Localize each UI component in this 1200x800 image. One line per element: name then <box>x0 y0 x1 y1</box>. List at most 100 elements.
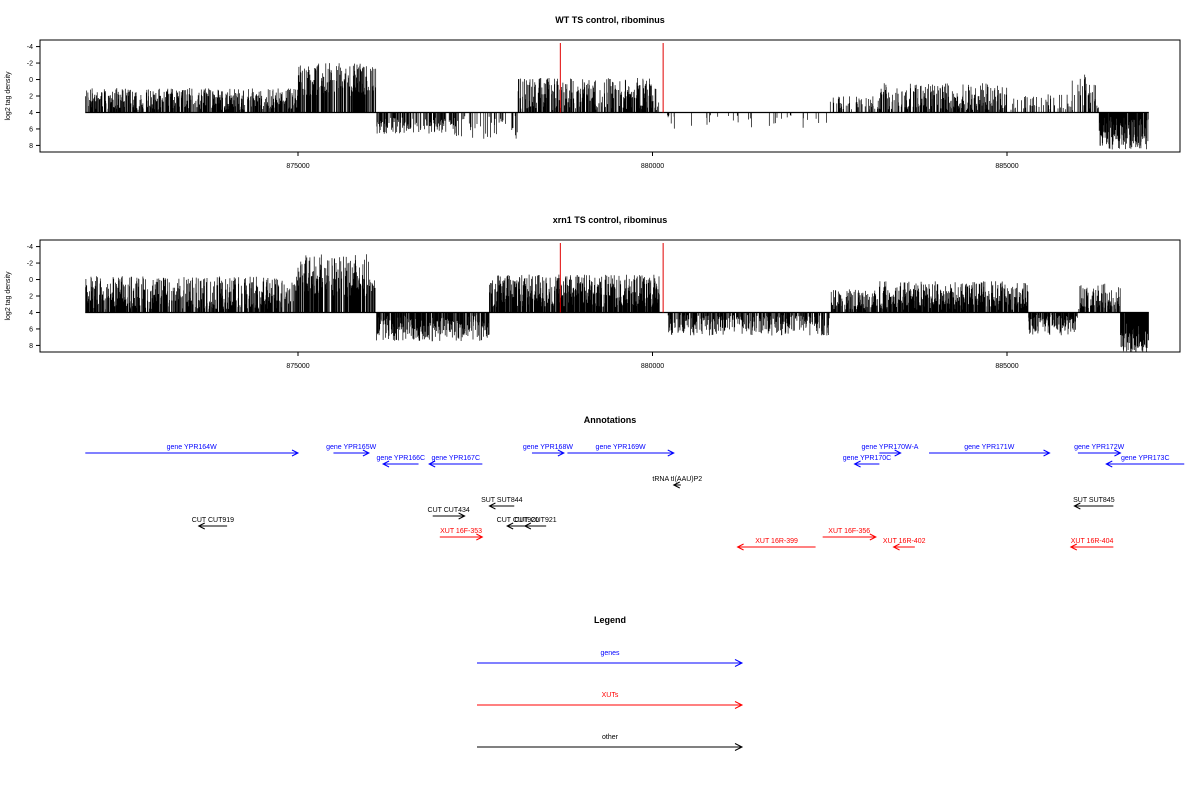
annotation-xut: XUT 16F-353 <box>439 528 484 541</box>
wt-y-axis-label: log2 tag density <box>5 71 12 121</box>
annotation-other: SUT SUT844 <box>481 497 523 510</box>
legend-item: XUTs <box>477 692 744 709</box>
annotation-arrowhead <box>892 543 900 551</box>
annotation-arrowhead <box>458 512 466 520</box>
annotation-label: gene YPR164W <box>167 444 217 451</box>
annotation-arrowhead <box>894 449 902 457</box>
annotation-label: CUT CUT434 <box>428 507 470 514</box>
y-tick-label: 2 <box>29 94 33 101</box>
annotation-label: XUT 16F-353 <box>440 528 482 535</box>
legend-item: genes <box>477 650 744 667</box>
annotation-arrowhead <box>488 502 496 510</box>
annotation-gene: gene YPR172W <box>1074 444 1125 457</box>
x-tick-label: 880000 <box>641 363 664 370</box>
y-tick-label: -4 <box>27 244 33 251</box>
wt-track-panel: WT TS control, ribominus log2 tag densit… <box>5 15 1181 170</box>
annotation-arrowhead <box>476 533 484 541</box>
annotation-label: gene YPR168W <box>523 444 573 451</box>
annotation-label: XUT 16F-356 <box>828 528 870 535</box>
y-tick-label: 4 <box>29 110 33 117</box>
y-tick-label: 6 <box>29 126 33 133</box>
annotation-arrowhead <box>381 460 390 468</box>
annotation-gene: gene YPR165W <box>326 444 377 457</box>
annotation-label: CUT CUT921 <box>514 517 556 524</box>
annotation-gene: gene YPR164W <box>85 444 300 457</box>
annotation-gene: gene YPR167C <box>428 455 483 468</box>
annotation-gene: gene YPR170C <box>843 455 892 468</box>
wt-y-ticks: 8 6 4 2 0 -2 -4 <box>27 44 40 150</box>
y-tick-label: 0 <box>29 77 33 84</box>
annotation-arrowhead <box>1043 449 1051 457</box>
annotation-arrowhead <box>672 481 680 489</box>
y-tick-label: 0 <box>29 277 33 284</box>
legend-items: genes XUTs other <box>477 650 744 751</box>
xrn1-y-ticks: 8 6 4 2 0 -2 -4 <box>27 244 40 350</box>
x-tick-label: 880000 <box>641 163 664 170</box>
annotation-arrowhead <box>197 522 205 530</box>
legend-label: other <box>602 734 619 741</box>
legend-item: other <box>477 734 744 751</box>
y-tick-label: 8 <box>29 143 33 150</box>
annotation-label: XUT 16R-399 <box>755 538 798 545</box>
wt-signal-bars <box>85 63 1149 150</box>
annotation-label: SUT SUT845 <box>1073 497 1115 504</box>
annotation-label: SUT SUT844 <box>481 497 523 504</box>
annotation-label: gene YPR170C <box>843 455 892 462</box>
xrn1-y-axis-label: log2 tag density <box>5 271 12 321</box>
wt-track-title: WT TS control, ribominus <box>555 15 665 25</box>
annotation-other: CUT CUT921 <box>514 517 557 530</box>
annotation-other: CUT CUT919 <box>192 517 234 530</box>
annotation-other: tRNA tI(AAU)P2 <box>652 476 702 489</box>
annotation-gene: gene YPR169W <box>567 444 675 457</box>
annotation-arrowhead <box>1114 449 1122 457</box>
annotation-arrowhead <box>869 533 877 541</box>
annotation-arrowhead <box>1069 543 1078 551</box>
annotation-other: SUT SUT845 <box>1073 497 1115 510</box>
legend-title: Legend <box>594 615 626 625</box>
annotation-arrowhead <box>523 522 532 530</box>
annotation-arrowhead <box>557 449 565 457</box>
annotation-label: gene YPR165W <box>326 444 376 451</box>
annotation-gene: gene YPR170W-A <box>862 444 919 457</box>
wt-red-markers <box>559 43 664 113</box>
annotation-gene: gene YPR173C <box>1105 455 1185 468</box>
xrn1-x-ticks: 875000 880000 885000 <box>286 352 1019 370</box>
legend-arrowhead <box>734 743 744 751</box>
xrn1-track-panel: xrn1 TS control, ribominus log2 tag dens… <box>5 215 1181 370</box>
x-tick-label: 875000 <box>286 163 309 170</box>
annotation-arrowhead <box>736 543 744 551</box>
x-tick-label: 885000 <box>995 363 1018 370</box>
legend-label: genes <box>600 650 620 657</box>
annotation-label: gene YPR171W <box>964 444 1014 451</box>
annotation-arrowhead <box>291 449 300 457</box>
annotation-gene: gene YPR171W <box>929 444 1051 457</box>
annotation-gene: gene YPR168W <box>523 444 573 457</box>
annotation-xut: XUT 16R-399 <box>736 538 816 551</box>
annotation-arrowhead <box>1073 502 1081 510</box>
y-tick-label: 2 <box>29 294 33 301</box>
x-tick-label: 875000 <box>286 363 309 370</box>
annotation-arrowhead <box>667 449 675 457</box>
annotation-label: tRNA tI(AAU)P2 <box>652 476 702 483</box>
annotation-xut: XUT 16R-404 <box>1069 538 1114 551</box>
annotation-arrowhead <box>362 449 371 457</box>
legend-label: XUTs <box>602 692 619 699</box>
annotation-label: gene YPR172W <box>1074 444 1124 451</box>
annotation-label: gene YPR169W <box>596 444 646 451</box>
annotation-arrowhead <box>1105 460 1113 468</box>
y-tick-label: -2 <box>27 261 33 268</box>
annotation-label: CUT CUT920 <box>497 517 539 524</box>
x-tick-label: 885000 <box>995 163 1018 170</box>
annotation-xut: XUT 16F-356 <box>822 528 877 541</box>
annotation-label: gene YPR173C <box>1121 455 1170 462</box>
y-tick-label: 4 <box>29 310 33 317</box>
signal-bar-set <box>85 254 1149 352</box>
y-tick-label: 6 <box>29 326 33 333</box>
annotation-arrowhead <box>853 460 861 468</box>
annotation-label: XUT 16R-402 <box>883 538 926 545</box>
annotation-label: XUT 16R-404 <box>1071 538 1114 545</box>
signal-bar-set <box>85 63 1149 150</box>
annotation-xut: XUT 16R-402 <box>883 538 926 551</box>
